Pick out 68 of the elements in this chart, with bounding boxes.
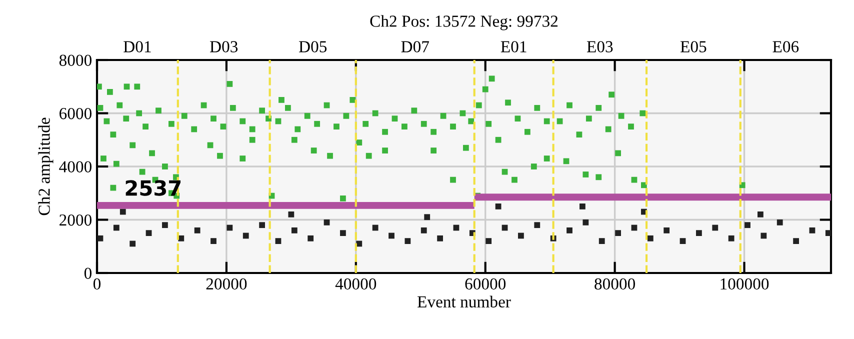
point	[259, 222, 265, 228]
point	[288, 211, 294, 218]
point	[388, 232, 394, 239]
point	[582, 219, 589, 226]
point	[437, 235, 443, 242]
point	[146, 230, 152, 236]
y-tick-label: 6000	[60, 108, 92, 120]
point	[776, 219, 783, 226]
y-tick-label: 4000	[59, 161, 92, 172]
chart-title: Ch2 Pos: 13572 Neg: 99732	[370, 15, 558, 30]
point	[324, 219, 330, 226]
point	[580, 203, 586, 210]
point	[340, 230, 346, 236]
point	[598, 238, 605, 244]
text: D01	[124, 41, 151, 52]
y-tick-label: 0	[84, 268, 92, 279]
point	[372, 224, 378, 231]
point	[793, 238, 799, 244]
point	[760, 232, 767, 239]
point	[615, 230, 621, 236]
x-axis-title: Event number	[418, 296, 511, 308]
x-tick-label: 100000	[720, 278, 769, 290]
point	[534, 222, 540, 228]
point	[728, 235, 734, 242]
point	[113, 224, 120, 231]
point	[680, 238, 686, 244]
x-tick-label: 20000	[206, 278, 247, 290]
point	[696, 230, 702, 236]
point	[664, 227, 670, 234]
point	[712, 224, 718, 231]
text: D05	[298, 41, 327, 52]
y-axis-title: Ch2 amplitude	[38, 118, 54, 216]
text: E05	[680, 41, 706, 52]
point	[809, 227, 816, 234]
annotation: 2537	[126, 180, 181, 196]
text: E03	[586, 41, 613, 52]
point	[744, 222, 750, 228]
point	[758, 211, 764, 218]
point	[162, 222, 168, 228]
x-tick-label: 80000	[594, 278, 636, 290]
point	[404, 238, 411, 244]
point	[424, 214, 430, 220]
point	[495, 203, 502, 210]
x-tick-label: 0	[93, 278, 101, 290]
point	[275, 238, 282, 244]
point	[518, 232, 524, 239]
point	[647, 235, 654, 242]
point	[420, 227, 427, 234]
y-tick-label: 2000	[60, 214, 92, 226]
x-tick-label: 40000	[335, 278, 376, 290]
point	[120, 208, 126, 215]
point	[291, 227, 298, 234]
point	[566, 227, 572, 234]
point	[242, 232, 249, 239]
y-tick-label: 8000	[59, 54, 92, 66]
text: E06	[772, 41, 799, 52]
x-tick-label: 60000	[465, 278, 506, 290]
point	[130, 240, 136, 247]
point	[226, 224, 233, 231]
point	[308, 235, 314, 242]
point	[486, 238, 492, 244]
point	[194, 227, 200, 234]
text: D03	[210, 41, 238, 52]
point	[97, 235, 104, 242]
point	[210, 238, 216, 244]
text: E01	[500, 41, 526, 52]
text: D07	[401, 41, 430, 52]
point	[825, 230, 831, 236]
